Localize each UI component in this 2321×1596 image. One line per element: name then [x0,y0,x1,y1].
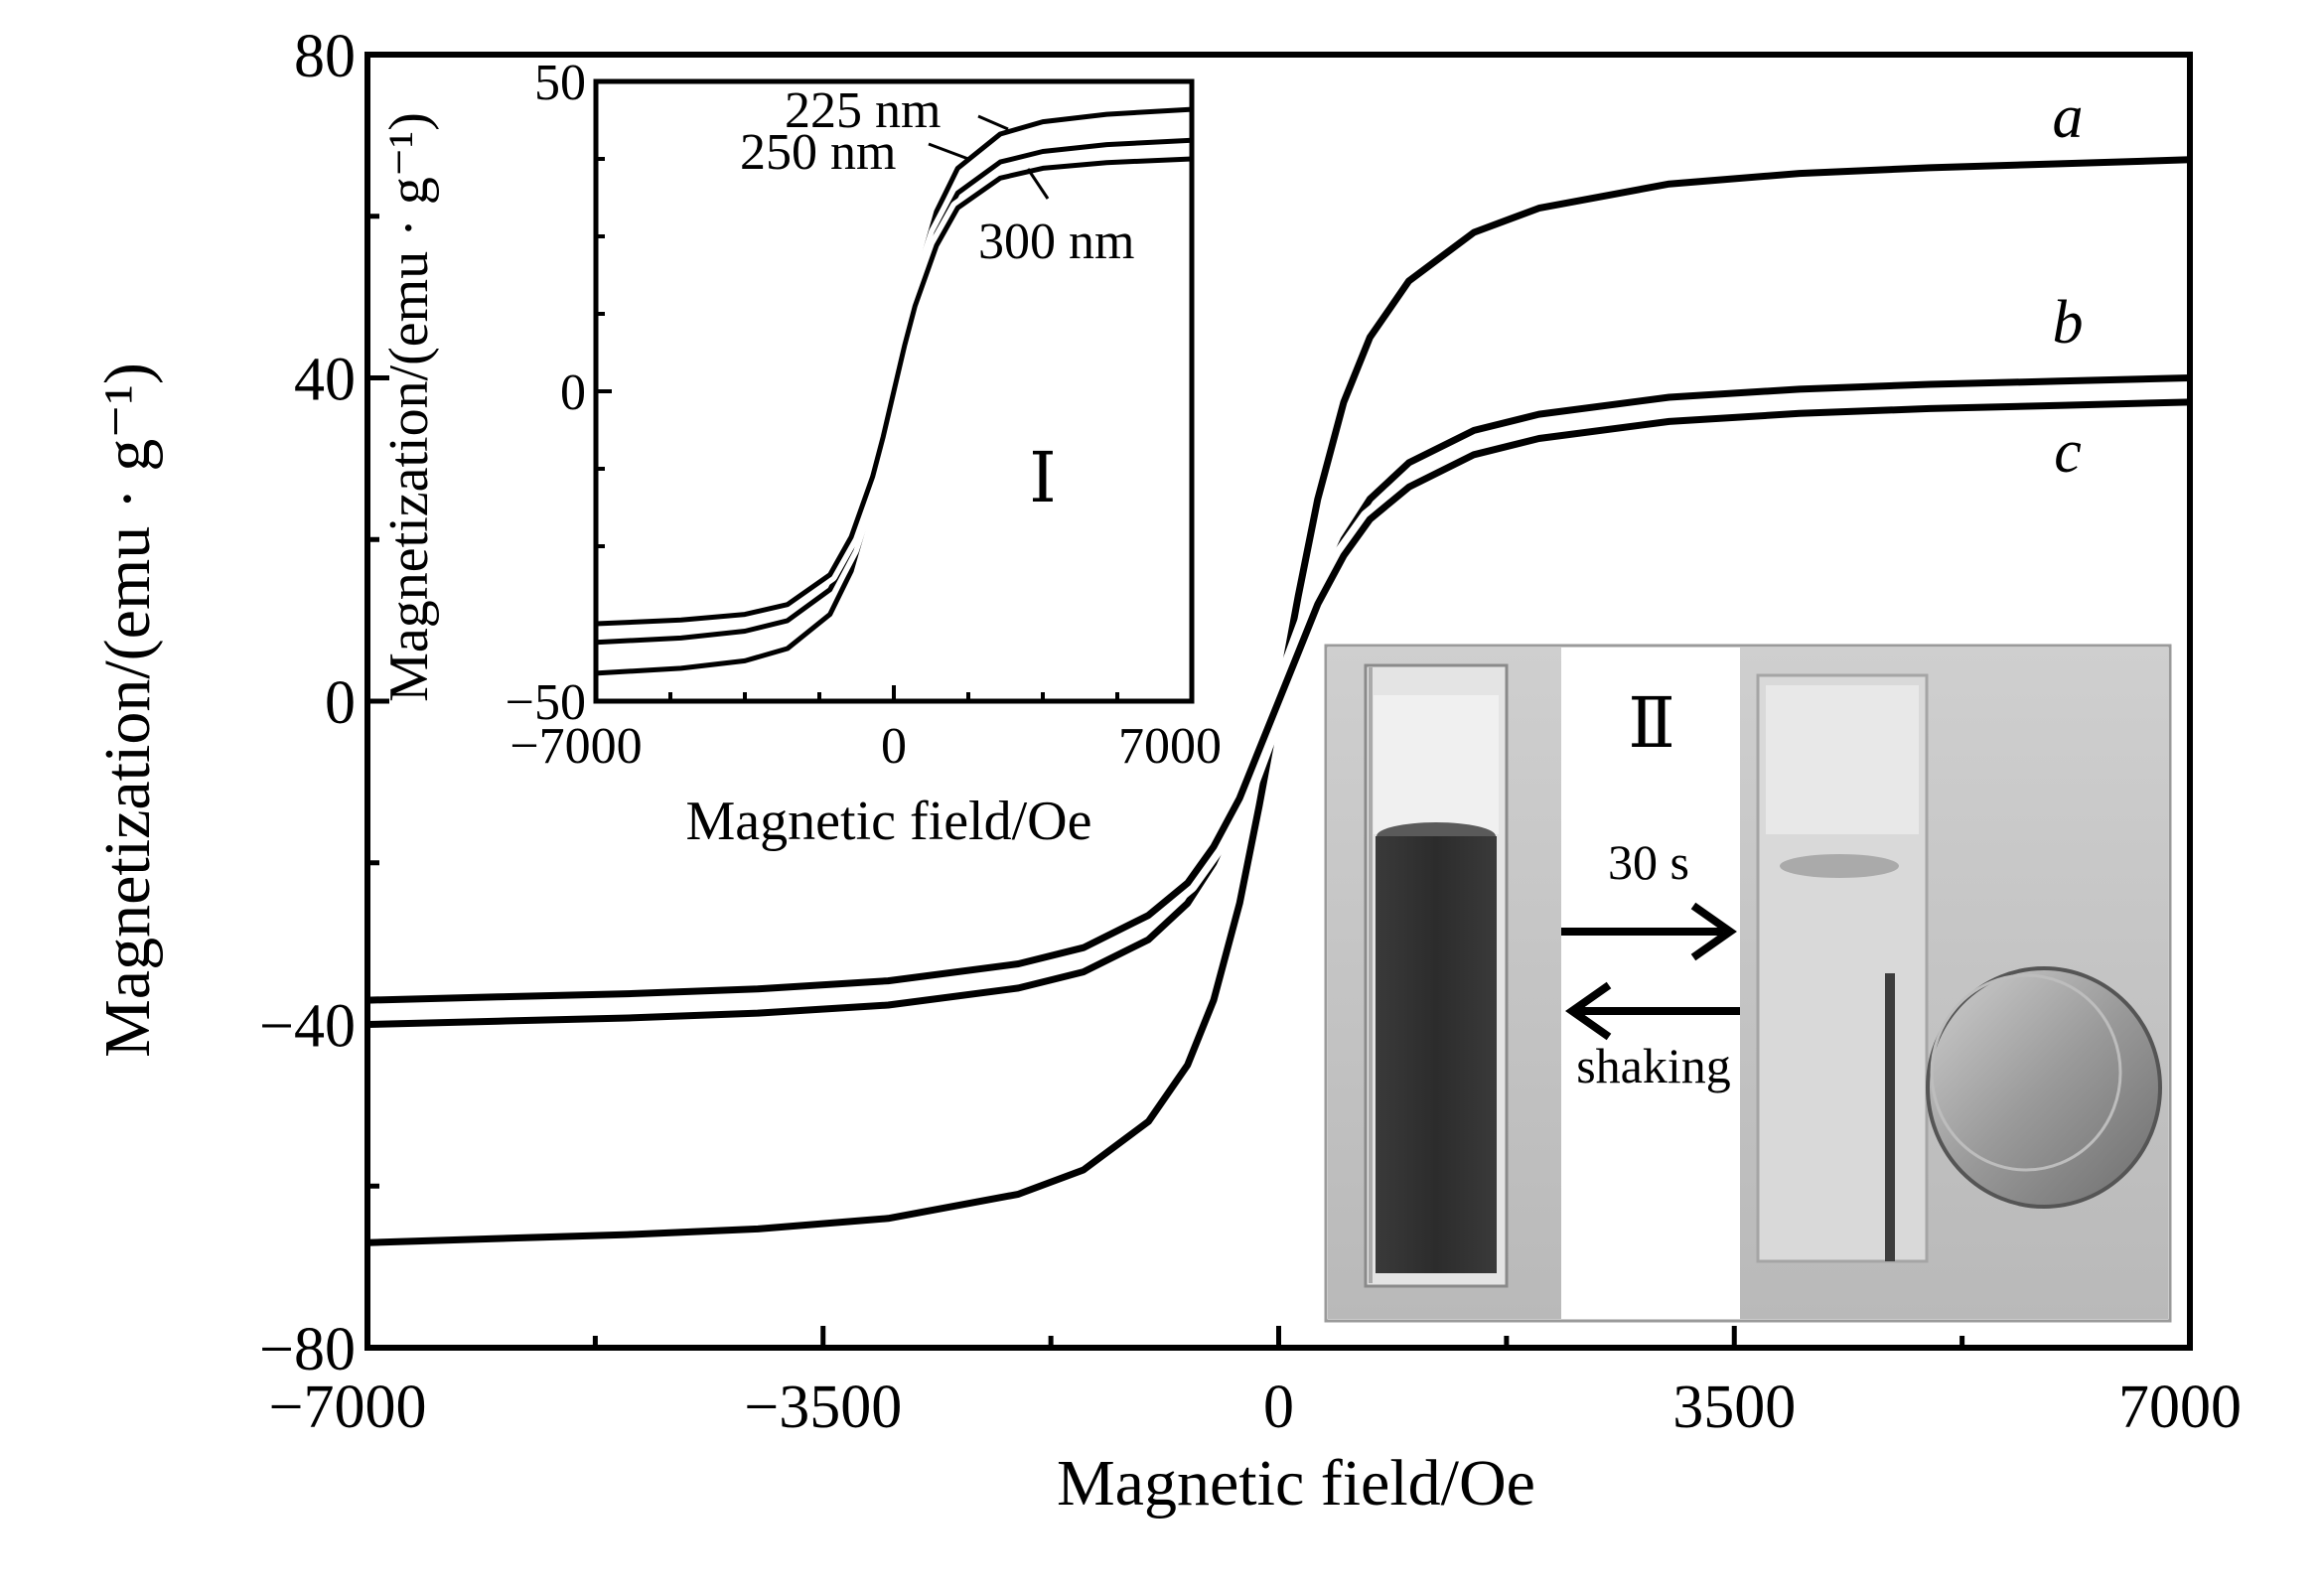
inset-y-axis-title: Magnetization/(emu · g⁻¹) [378,112,440,702]
main-x-tick-label: 3500 [1672,1374,1796,1441]
cuvette-separated [1756,673,1929,1263]
series-label-a: a [2053,83,2084,151]
cuvette-dispersed [1364,663,1509,1288]
main-y-tick-label: −40 [259,993,356,1061]
main-curves [366,148,2191,1254]
main-chart: −7000 −3500 0 3500 7000 −80 −40 0 40 80 Magnetic … [91,23,2242,1520]
main-x-tick-label: 7000 [2118,1374,2242,1441]
main-y-tick-label: 40 [294,347,356,414]
main-y-tick-label: −80 [259,1316,356,1383]
inset-x-axis-title: Magnetic field/Oe [686,791,1092,852]
inset-x-tick-label: −7000 [509,718,642,775]
inset-y-tick-label: −50 [506,674,586,731]
main-x-tick-label: −3500 [744,1374,902,1441]
inset-series-300-nm [595,156,1193,627]
main-x-axis-title: Magnetic field/Oe [1057,1447,1535,1520]
arrow-forward-label: 30 s [1608,834,1689,890]
main-y-axis-title: Magnetization/(emu · g⁻¹) [91,363,164,1058]
inset-ticks [594,79,1194,703]
inset-label-225nm: 225 nm [785,82,941,139]
inset-label-250nm: 250 nm [740,124,896,181]
photo-inset: Ⅱ 30 s shaking [1324,644,2172,1323]
inset-curves [595,101,1193,681]
series-label-b: b [2053,289,2084,357]
magnet [1926,966,2162,1209]
arrow-back-head [1565,981,1612,1041]
inset-x-tick-label: 0 [881,718,907,775]
main-y-tick-label: 80 [294,23,356,90]
main-tick-labels: −7000 −3500 0 3500 7000 −80 −40 0 40 80 [259,23,2242,1441]
inset-y-tick-label: 50 [534,55,586,111]
main-ticks [364,52,2193,1351]
main-y-tick-label: 0 [325,669,356,737]
leader-250 [928,142,969,161]
inset-roman-label: Ⅰ [1029,441,1057,517]
inset-tick-labels: −7000 0 7000 −50 0 50 [506,55,1222,775]
photo-roman-label: Ⅱ [1628,686,1675,763]
main-x-tick-label: −7000 [269,1374,427,1441]
leader-300 [1026,168,1050,200]
inset-label-300nm: 300 nm [978,214,1134,270]
arrow-forward-head [1690,902,1737,961]
inset-y-tick-label: 0 [560,364,586,421]
inset-chart: −7000 0 7000 −50 0 50 Magnetic field/Oe Magne… [378,55,1222,852]
series-label-c: c [2054,418,2082,486]
main-x-tick-label: 0 [1263,1374,1294,1441]
main-series-c [366,398,2191,1004]
inset-x-tick-label: 7000 [1118,718,1222,775]
arrow-back-label: shaking [1576,1038,1731,1093]
leader-225 [977,114,1009,131]
